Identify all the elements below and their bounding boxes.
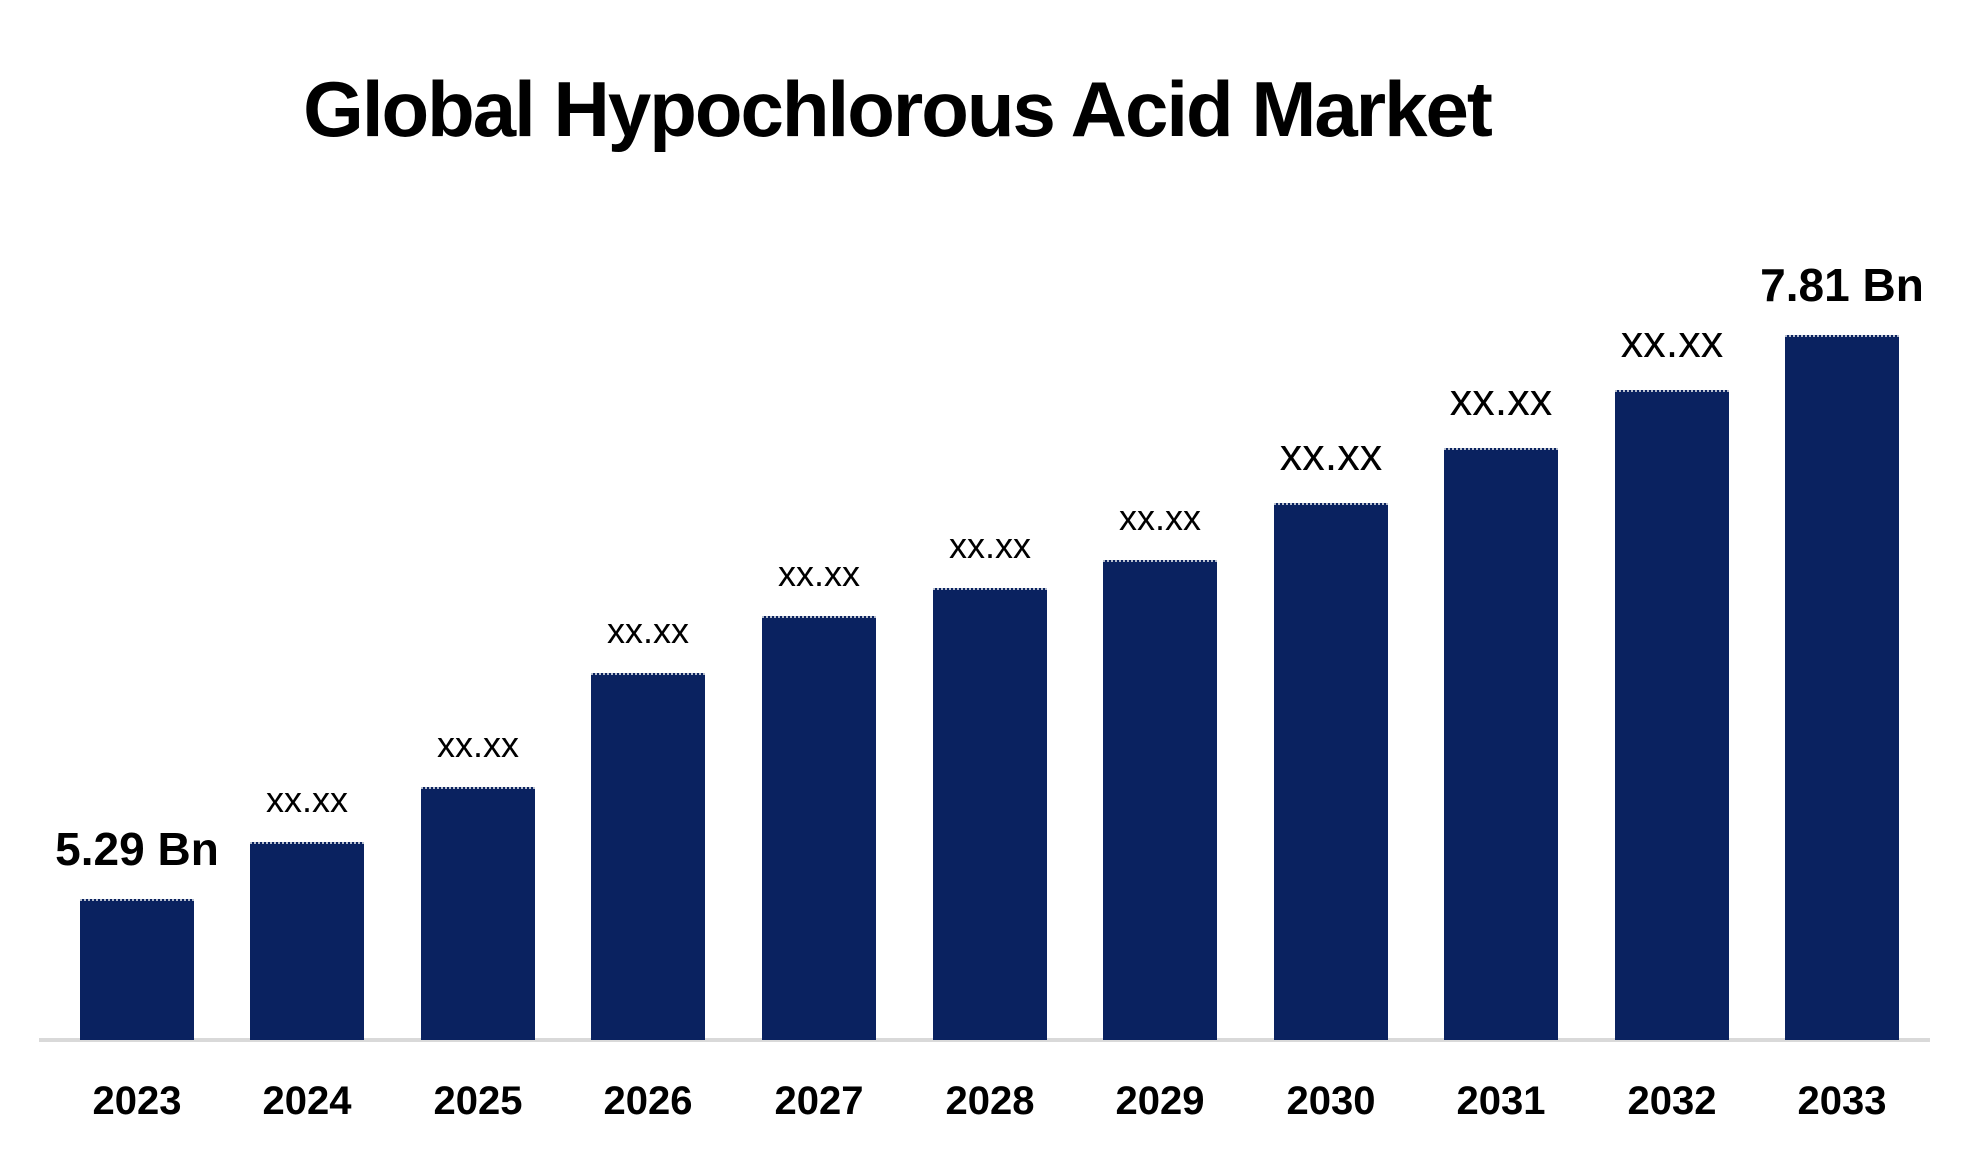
x-axis-label-2029: 2029 bbox=[1115, 1079, 1205, 1123]
bar-2030 bbox=[1274, 503, 1388, 1040]
value-label-2023: 5.29 Bn bbox=[55, 823, 219, 875]
value-label-2032: xx.xx bbox=[1620, 316, 1724, 367]
value-label-2027: xx.xx bbox=[777, 553, 860, 594]
bar-2026 bbox=[591, 673, 705, 1040]
value-label-2030: xx.xx bbox=[1279, 429, 1383, 480]
value-label-2029: xx.xx bbox=[1118, 497, 1201, 538]
value-label-2031: xx.xx bbox=[1449, 374, 1553, 425]
x-axis-label-2028: 2028 bbox=[945, 1079, 1035, 1123]
x-axis-label-2025: 2025 bbox=[433, 1079, 523, 1123]
x-axis-label-2030: 2030 bbox=[1286, 1079, 1376, 1123]
bar-2025 bbox=[421, 787, 535, 1040]
bar-2029 bbox=[1103, 560, 1217, 1040]
x-axis-label-2023: 2023 bbox=[92, 1079, 182, 1123]
x-axis-label-2033: 2033 bbox=[1797, 1079, 1887, 1123]
x-axis-label-2031: 2031 bbox=[1456, 1079, 1546, 1123]
bar-2031 bbox=[1444, 448, 1558, 1040]
bar-2023 bbox=[80, 899, 194, 1040]
bar-2027 bbox=[762, 616, 876, 1040]
bar-2028 bbox=[933, 588, 1047, 1040]
bar-2024 bbox=[250, 842, 364, 1040]
x-axis-label-2027: 2027 bbox=[774, 1079, 864, 1123]
bar-2032 bbox=[1615, 390, 1729, 1040]
x-axis-label-2024: 2024 bbox=[262, 1079, 352, 1123]
x-axis-label-2032: 2032 bbox=[1627, 1079, 1717, 1123]
chart-title: Global Hypochlorous Acid Market bbox=[303, 65, 1493, 153]
value-label-2033: 7.81 Bn bbox=[1760, 259, 1924, 311]
x-axis-label-2026: 2026 bbox=[603, 1079, 693, 1123]
x-axis-line bbox=[39, 1038, 1930, 1042]
value-label-2025: xx.xx bbox=[436, 724, 519, 765]
value-label-2028: xx.xx bbox=[948, 525, 1031, 566]
value-label-2024: xx.xx bbox=[265, 779, 348, 820]
value-label-2026: xx.xx bbox=[606, 610, 689, 651]
bar-2033 bbox=[1785, 335, 1899, 1040]
